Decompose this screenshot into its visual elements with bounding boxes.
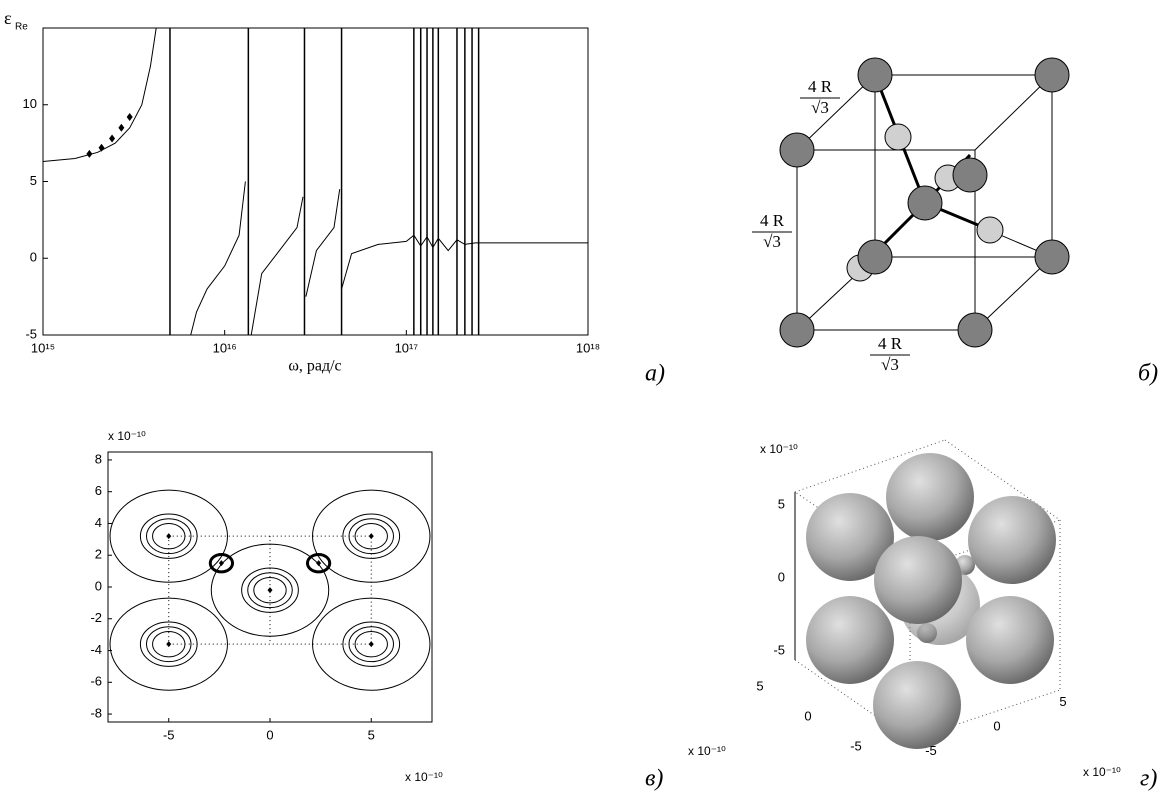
y-tick-label: 6 [95,483,102,498]
y-tick-label: -5 [25,326,37,341]
y-tick-label: 4 [95,515,102,530]
z-tick-label: -5 [773,642,785,657]
y-tick-label: -6 [90,674,102,689]
fraction-numerator: 4 R [808,77,833,96]
y-tick-label: -8 [90,705,102,720]
fraction-denominator: √3 [881,355,899,374]
z-tick-label: 0 [778,569,785,584]
axis-multiplier: x 10⁻¹⁰ [760,442,798,456]
marker [127,113,133,121]
x-tick-label: 10¹⁶ [213,340,237,355]
x-tick-label: -5 [850,738,862,753]
atom-center [369,533,374,539]
y-axis-label-sub: Re [15,22,28,33]
y-tick-label: 5 [1059,694,1066,709]
plot-frame [108,452,432,722]
y-tick-label: -4 [90,642,102,657]
spheres [806,453,1056,749]
y-tick-label: 5 [30,173,37,188]
panel-label: г) [1140,766,1157,792]
bond-center [219,560,224,566]
figure: а) б) в) г) ε Re ω, рад/с 4 R √3 4 R √3 4 R √… [0,0,1173,795]
y-tick-label: 10 [23,96,37,111]
panel-label: в) [645,766,663,792]
x-tick-label: 5 [756,678,763,693]
y-axis-label: ε [4,8,12,28]
y-tick-label: 8 [95,451,102,466]
axis-multiplier: x 10⁻¹⁰ [688,744,726,758]
y-tick-label: 0 [30,250,37,265]
x-tick-label: 10¹⁸ [576,340,600,355]
panel-label: а) [645,361,665,387]
fraction-numerator: 4 R [760,211,785,230]
bond-center [316,560,321,566]
y-tick-label: 2 [95,547,102,562]
fraction-numerator: 4 R [878,334,903,353]
y-tick-label: 0 [95,578,102,593]
marker [86,150,92,158]
panel-label: б) [1138,361,1158,387]
x-tick-label: 0 [266,727,273,742]
y-tick-label: -5 [925,743,937,758]
atom-center [369,641,374,647]
marker [109,135,115,143]
y-tick-label: 0 [993,718,1000,733]
axis-multiplier: x 10⁻¹⁰ [405,770,443,784]
x-tick-label: -5 [163,727,175,742]
curve [43,28,588,335]
marker [99,144,105,152]
atom-center [166,641,171,647]
x-tick-label: 10¹⁵ [31,340,55,355]
marker [118,124,124,132]
y-tick-label: -2 [90,610,102,625]
x-tick-label: 0 [804,708,811,723]
axis-multiplier: x 10⁻¹⁰ [1083,765,1121,779]
plot-frame [43,28,588,335]
axis-multiplier: x 10⁻¹⁰ [108,429,146,443]
x-tick-label: 5 [368,727,375,742]
atom-center [268,587,273,593]
x-tick-label: 10¹⁷ [395,340,419,355]
fraction-denominator: √3 [763,232,781,251]
z-tick-label: 5 [778,496,785,511]
x-axis-label: ω, рад/с [288,358,341,375]
fraction-denominator: √3 [811,98,829,117]
atom-center [166,533,171,539]
